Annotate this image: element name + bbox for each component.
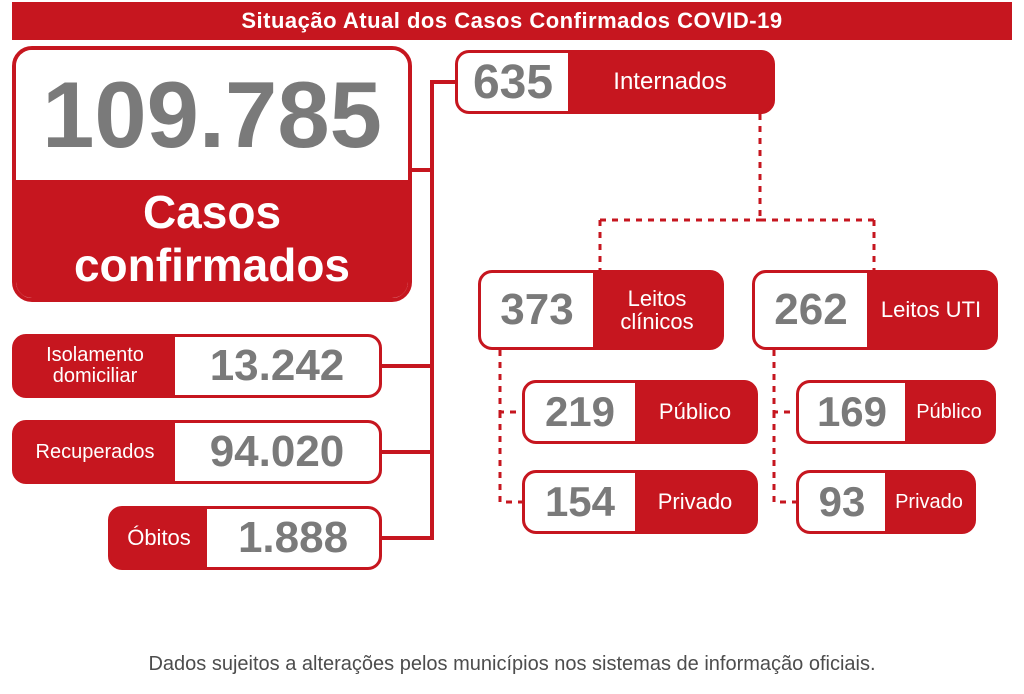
clinical-beds-pill-label: Leitos clínicos [593, 273, 721, 347]
hospitalized-pill-label: Internados [568, 53, 772, 111]
title-text: Situação Atual dos Casos Confirmados COV… [241, 8, 782, 34]
uti-private-pill: Privado93 [796, 470, 976, 534]
title-bar: Situação Atual dos Casos Confirmados COV… [12, 2, 1012, 40]
clinical-private-pill-label: Privado [635, 473, 755, 531]
clinical-public-pill-label: Público [635, 383, 755, 441]
uti-public-pill-value: 169 [799, 383, 905, 441]
hospitalized-pill-value: 635 [458, 53, 568, 111]
clinical-beds-pill: Leitos clínicos373 [478, 270, 724, 350]
recovered-pill: Recuperados94.020 [12, 420, 382, 484]
recovered-pill-value: 94.020 [175, 423, 379, 481]
uti-private-pill-value: 93 [799, 473, 885, 531]
isolation-pill-label: Isolamento domiciliar [15, 337, 175, 395]
uti-public-pill: Público169 [796, 380, 996, 444]
recovered-pill-label: Recuperados [15, 423, 175, 481]
uti-beds-pill: Leitos UTI262 [752, 270, 998, 350]
clinical-private-pill-value: 154 [525, 473, 635, 531]
cases-confirmed-box: 109.785 Casos confirmados [12, 46, 412, 302]
clinical-public-pill-value: 219 [525, 383, 635, 441]
deaths-pill-value: 1.888 [207, 509, 379, 567]
uti-beds-pill-label: Leitos UTI [867, 273, 995, 347]
cases-confirmed-label: Casos confirmados [16, 180, 408, 298]
uti-private-pill-label: Privado [885, 473, 973, 531]
isolation-pill: Isolamento domiciliar13.242 [12, 334, 382, 398]
deaths-pill: Óbitos1.888 [108, 506, 382, 570]
cases-confirmed-value: 109.785 [16, 50, 408, 180]
clinical-beds-pill-value: 373 [481, 273, 593, 347]
uti-public-pill-label: Público [905, 383, 993, 441]
uti-beds-pill-value: 262 [755, 273, 867, 347]
hospitalized-pill: Internados635 [455, 50, 775, 114]
isolation-pill-value: 13.242 [175, 337, 379, 395]
clinical-private-pill: Privado154 [522, 470, 758, 534]
deaths-pill-label: Óbitos [111, 509, 207, 567]
clinical-public-pill: Público219 [522, 380, 758, 444]
footer-note: Dados sujeitos a alterações pelos municí… [0, 653, 1024, 676]
